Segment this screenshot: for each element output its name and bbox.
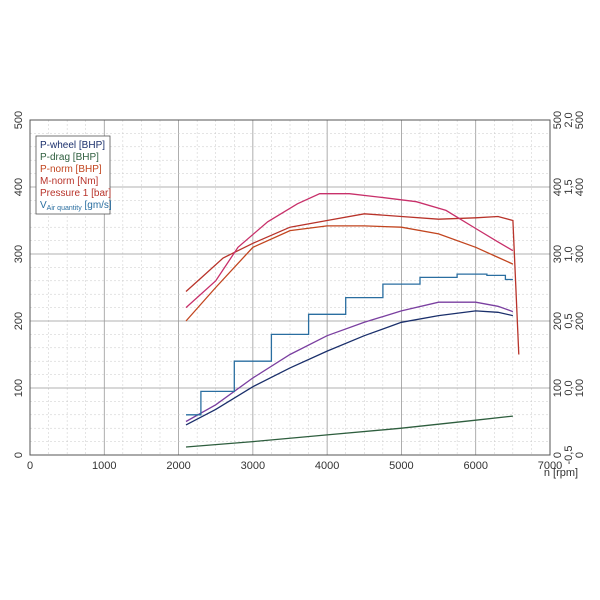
- legend-entry: P-drag [BHP]: [40, 152, 99, 163]
- right-axis-tick-label: 0: [574, 452, 586, 458]
- grid: [29, 119, 551, 456]
- series-line: [185, 415, 513, 448]
- right-axis-tick-label: 1,5: [563, 179, 575, 194]
- series-line: [185, 301, 514, 423]
- x-tick-label: 4000: [315, 460, 339, 472]
- y-tick-label: 400: [13, 178, 25, 196]
- legend-entry: P-wheel [BHP]: [40, 140, 105, 151]
- right-axis-tick-label: 2,0: [563, 112, 575, 127]
- legend: P-wheel [BHP]P-drag [BHP]P-norm [BHP]M-n…: [35, 135, 112, 215]
- series-group: [185, 193, 520, 448]
- right-axis-tick-label: 200: [574, 312, 586, 330]
- right-axis-tick-label: 0: [552, 452, 564, 458]
- right-axis-tick-label: 1,0: [563, 246, 575, 261]
- x-tick-label: 3000: [241, 460, 265, 472]
- right-axis-tick-label: 100: [552, 379, 564, 397]
- series-line: [185, 310, 514, 426]
- right-axis-tick-label: 400: [552, 178, 564, 196]
- y-tick-label: 300: [13, 245, 25, 263]
- right-axis-tick-label: 100: [574, 379, 586, 397]
- x-tick-label: 0: [27, 460, 33, 472]
- legend-entry: VAir quantity [gm/s]: [40, 200, 112, 212]
- series-line: [185, 193, 514, 309]
- x-tick-label: 5000: [389, 460, 413, 472]
- x-tick-label: 1000: [92, 460, 116, 472]
- x-tick-label: 6000: [463, 460, 487, 472]
- plot-frame: [29, 119, 551, 456]
- legend-entry: M-norm [Nm]: [40, 176, 99, 187]
- right-axis-tick-label: -0,5: [563, 446, 575, 465]
- series-line: [185, 213, 520, 355]
- y-tick-label: 500: [13, 111, 25, 129]
- y-tick-label: 200: [13, 312, 25, 330]
- y-tick-label: 0: [13, 452, 25, 458]
- right-axis-tick-label: 300: [574, 245, 586, 263]
- right-axis-tick-label: 500: [574, 111, 586, 129]
- x-axis-label: n [rpm]: [544, 467, 578, 479]
- y-tick-label: 100: [13, 379, 25, 397]
- series-line: [186, 273, 513, 416]
- right-axis-tick-label: 400: [574, 178, 586, 196]
- right-axis-tick-label: 0,5: [563, 313, 575, 328]
- legend-box: [35, 135, 111, 215]
- legend-entry: Pressure 1 [bar]: [40, 188, 111, 199]
- right-axis-tick-label: 500: [552, 111, 564, 129]
- x-tick-label: 2000: [166, 460, 190, 472]
- right-axis-tick-label: 200: [552, 312, 564, 330]
- series-line: [185, 225, 514, 322]
- x-tick-label: 7000: [538, 460, 562, 472]
- legend-entry: P-norm [BHP]: [40, 164, 102, 175]
- right-axis-tick-label: 0,0: [563, 380, 575, 395]
- right-axis-tick-label: 300: [552, 245, 564, 263]
